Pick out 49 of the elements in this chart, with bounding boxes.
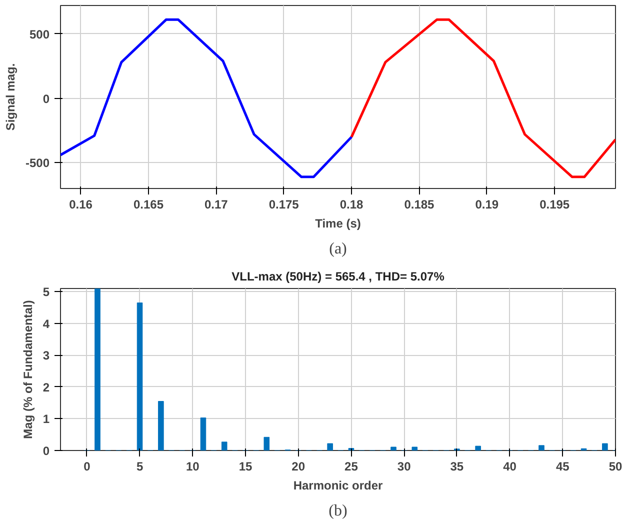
bar <box>94 288 100 450</box>
y-axis-title: Signal mag. <box>3 63 18 131</box>
bar <box>475 446 481 450</box>
y-tick-label: 0 <box>42 444 50 458</box>
bar <box>136 302 143 450</box>
x-tick-label: 5 <box>136 460 144 474</box>
y-tick-label: 4 <box>42 316 50 331</box>
bar <box>412 446 418 450</box>
x-axis-title: Harmonic order <box>293 478 384 492</box>
x-tick-label: 35 <box>450 460 464 474</box>
y-tick-label: -500 <box>25 156 50 170</box>
x-tick-label: 0.195 <box>540 198 570 212</box>
bar <box>264 436 270 450</box>
x-tick-label: 20 <box>292 460 306 474</box>
x-tick-label: 0.19 <box>475 198 499 212</box>
x-tick-label: 50 <box>608 460 622 474</box>
x-tick-label: 0.185 <box>404 198 435 212</box>
y-tick-label: 1 <box>42 412 50 426</box>
y-tick-label: 3 <box>42 348 50 363</box>
x-tick-label: 0.175 <box>268 198 300 212</box>
y-tick-label: 500 <box>29 27 50 42</box>
x-tick-label: 10 <box>186 460 200 474</box>
y-tick-label: 5 <box>42 285 50 300</box>
x-tick-label: 0.17 <box>204 198 228 212</box>
y-tick-label: 0 <box>42 92 50 106</box>
bar <box>390 446 396 450</box>
line-series <box>350 18 616 178</box>
line-series <box>60 18 353 178</box>
bar <box>602 443 608 450</box>
bar <box>158 401 164 450</box>
x-tick-label: 0 <box>84 460 91 474</box>
text: (a) <box>329 240 347 258</box>
x-tick-label: 15 <box>238 460 252 474</box>
text: (b) <box>328 502 348 520</box>
y-axis-title: Mag (% of Fundamental) <box>20 300 35 439</box>
bar <box>200 418 206 450</box>
x-tick-label: 0.18 <box>340 198 364 212</box>
x-tick-label: 0.16 <box>69 198 93 212</box>
chart-title: VLL-max (50Hz) = 565.4 , THD= 5.07% <box>232 270 445 284</box>
y-tick-label: 2 <box>42 380 50 394</box>
bar <box>221 442 228 450</box>
x-tick-label: 45 <box>556 460 570 474</box>
bar <box>538 445 544 450</box>
x-axis-title: Time (s) <box>315 216 361 230</box>
bar <box>327 443 333 450</box>
x-tick-label: 40 <box>503 460 517 474</box>
x-tick-label: 30 <box>397 460 412 474</box>
x-tick-label: 0.165 <box>133 198 164 212</box>
x-tick-label: 25 <box>344 460 358 474</box>
